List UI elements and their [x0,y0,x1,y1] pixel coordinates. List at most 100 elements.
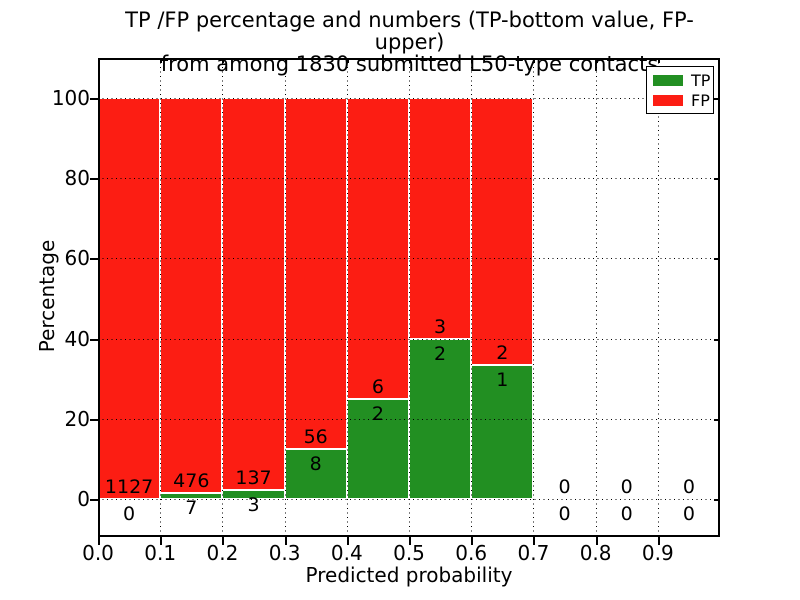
legend-swatch-tp [653,75,683,86]
x-tick-label: 0.3 [268,541,301,565]
tp-count-label: 2 [371,402,384,425]
bar-tp-segment [471,365,534,499]
y-tick-label: 80 [64,166,90,191]
legend-entry: TP [647,71,713,91]
tp-count-label: 3 [247,494,260,517]
gridline-vertical [657,58,659,537]
tp-count-label: 0 [682,503,695,525]
x-axis-label: Predicted probability [305,563,513,587]
gridline-horizontal [98,338,720,340]
y-axis-tick-right [714,258,719,261]
y-axis-tick [90,418,98,421]
x-axis-tick [657,537,660,545]
x-tick-label: 0.4 [330,541,363,565]
gridline-vertical [471,58,473,537]
fp-count-label: 6 [371,375,384,398]
gridline-horizontal [98,418,720,420]
y-axis-tick [90,178,98,181]
gridline-vertical [284,58,286,537]
x-tick-label: 0.2 [206,541,239,565]
fp-count-label: 0 [558,476,571,498]
fp-count-label: 0 [620,476,633,498]
legend-swatch-fp [653,95,683,106]
x-axis-tick-top [595,58,598,63]
fp-count-label: 2 [496,342,509,365]
x-axis-tick-top [471,58,474,63]
chart-title-line-1: TP /FP percentage and numbers (TP-bottom… [125,8,694,54]
fp-count-label: 1127 [104,476,154,498]
legend-entry: FP [647,91,713,111]
y-axis-tick [90,338,98,341]
tp-count-label: 0 [558,503,571,525]
x-axis-tick [533,537,536,545]
fp-count-label: 3 [434,315,447,338]
tp-count-label: 8 [309,452,322,475]
x-axis-tick-top [222,58,225,63]
fp-count-label: 0 [682,476,695,498]
gridline-horizontal [98,98,720,99]
gridline-vertical [346,58,348,537]
x-axis-tick [284,537,287,545]
bar-tp-segment [346,398,409,499]
x-tick-label: 0.6 [455,541,488,565]
x-tick-label: 0.5 [393,541,425,565]
y-axis-tick [90,499,98,501]
x-axis-tick-top [533,58,536,63]
x-tick-label: 0.1 [144,541,177,565]
tp-count-label: 1 [496,369,509,392]
x-axis-tick-top [657,58,660,63]
tp-count-label: 2 [434,342,447,365]
gridline-vertical [222,58,224,537]
bar-fp-segment [409,98,472,339]
x-axis-tick-top [160,58,163,63]
gridline-vertical [409,58,410,537]
x-axis-tick [222,537,225,545]
x-tick-label: 0.7 [517,541,550,565]
y-axis-tick [90,98,98,100]
x-axis-tick [595,537,598,545]
x-axis-tick-top [284,58,287,63]
x-axis-tick [471,537,474,545]
bar-fp-segment [98,98,161,499]
fp-count-label: 476 [173,470,210,493]
y-tick-label: 40 [64,326,90,351]
fp-count-label: 137 [235,467,272,490]
gridline-vertical [160,58,162,537]
y-axis-tick-right [714,338,719,341]
y-axis-tick-right [714,98,719,100]
y-tick-label: 100 [51,86,90,110]
x-tick-label: 0.9 [641,541,674,565]
bar-fp-segment [346,98,409,399]
tp-count-label: 0 [123,503,136,525]
gridline-horizontal [98,178,720,180]
y-tick-label: 20 [64,406,90,431]
x-axis-tick [160,537,163,545]
legend: TP FP [646,66,714,114]
x-axis-tick [98,537,100,545]
gridline-vertical [533,58,535,537]
y-axis-tick-right [714,499,719,501]
bar-fp-segment [471,98,534,366]
x-axis-tick [409,537,411,545]
gridline-horizontal [98,258,720,260]
tp-count-label: 0 [620,503,633,525]
legend-label: TP [691,71,711,90]
bar-fp-segment [222,98,285,491]
tp-count-label: 7 [185,497,198,520]
y-axis-tick [90,258,98,261]
bar-tp-segment [284,448,347,499]
bar-fp-segment [284,98,347,449]
x-axis-tick [346,537,349,545]
x-tick-label: 0.0 [82,541,114,565]
bar-tp-segment [409,338,472,499]
bar-fp-segment [160,98,223,494]
x-tick-label: 0.8 [579,541,612,565]
y-axis-tick-right [714,418,719,421]
legend-label: FP [691,91,710,110]
x-axis-tick-top [98,58,100,63]
y-tick-label: 0 [77,487,90,511]
gridline-vertical [595,58,597,537]
fp-count-label: 56 [303,425,328,448]
x-axis-tick-top [409,58,411,63]
